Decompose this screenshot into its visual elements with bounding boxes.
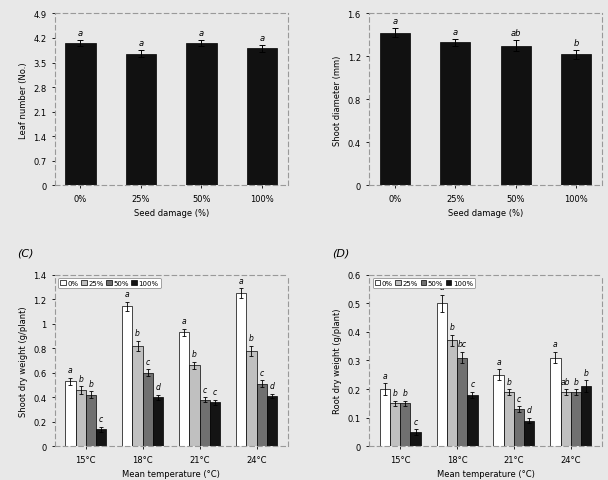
Bar — [379, 389, 390, 446]
Bar — [581, 386, 592, 446]
Y-axis label: Root dry weight (g/plant): Root dry weight (g/plant) — [333, 308, 342, 413]
Text: a: a — [392, 17, 398, 26]
Text: c: c — [99, 414, 103, 423]
Bar — [189, 366, 199, 446]
Text: b: b — [573, 377, 578, 386]
Bar — [514, 409, 524, 446]
Bar — [524, 420, 534, 446]
X-axis label: Mean temperature (°C): Mean temperature (°C) — [437, 469, 534, 478]
Y-axis label: Leaf number (No.): Leaf number (No.) — [19, 62, 27, 138]
Bar — [179, 333, 189, 446]
Text: b: b — [78, 374, 83, 383]
Bar — [247, 49, 277, 186]
Bar — [390, 404, 400, 446]
Text: a: a — [440, 283, 444, 291]
Bar — [440, 43, 471, 186]
Text: b: b — [135, 329, 140, 337]
Text: b: b — [249, 334, 254, 343]
Text: a: a — [453, 28, 458, 37]
Text: c: c — [470, 380, 474, 389]
Text: b: b — [393, 388, 398, 397]
Bar — [267, 396, 277, 446]
Bar — [86, 395, 96, 446]
Text: ab: ab — [561, 377, 570, 386]
Text: bc: bc — [458, 340, 467, 348]
Text: a: a — [139, 39, 143, 48]
Text: a: a — [78, 29, 83, 38]
Bar — [400, 404, 410, 446]
Text: (D): (D) — [332, 248, 349, 258]
Bar — [210, 402, 220, 446]
Text: a: a — [496, 357, 501, 366]
Text: c: c — [213, 387, 217, 396]
Bar — [75, 390, 86, 446]
Bar — [550, 358, 561, 446]
Bar — [186, 44, 216, 186]
Text: c: c — [517, 394, 521, 403]
Text: a: a — [382, 371, 387, 380]
Text: a: a — [68, 365, 73, 374]
Text: c: c — [413, 417, 418, 426]
Text: c: c — [260, 368, 264, 377]
Bar — [571, 392, 581, 446]
Text: b: b — [449, 323, 454, 332]
Bar — [65, 44, 95, 186]
Text: b: b — [192, 349, 197, 359]
X-axis label: Seed damage (%): Seed damage (%) — [448, 209, 523, 217]
Text: c: c — [146, 357, 150, 366]
Bar — [236, 293, 246, 446]
Text: (C): (C) — [18, 248, 34, 258]
Bar — [503, 392, 514, 446]
Text: b: b — [506, 377, 511, 386]
Bar — [379, 34, 410, 186]
Bar — [447, 341, 457, 446]
Bar — [143, 373, 153, 446]
Text: b: b — [89, 379, 94, 388]
Bar — [133, 346, 143, 446]
Text: a: a — [553, 340, 558, 348]
Bar — [468, 395, 477, 446]
Text: b: b — [403, 388, 408, 397]
Bar — [122, 307, 133, 446]
Text: a: a — [125, 289, 130, 299]
X-axis label: Mean temperature (°C): Mean temperature (°C) — [122, 469, 220, 478]
Y-axis label: Shoot dry weight (g/plant): Shoot dry weight (g/plant) — [19, 305, 27, 416]
Text: c: c — [202, 385, 207, 394]
Bar — [257, 384, 267, 446]
Bar — [410, 432, 421, 446]
Text: ab: ab — [511, 29, 521, 38]
Text: d: d — [156, 383, 161, 392]
Legend: 0%, 25%, 50%, 100%: 0%, 25%, 50%, 100% — [373, 278, 475, 288]
Bar — [153, 397, 163, 446]
Bar — [126, 55, 156, 186]
Bar — [500, 47, 531, 186]
Text: b: b — [573, 39, 579, 48]
Bar — [96, 429, 106, 446]
Text: a: a — [182, 316, 187, 325]
Text: d: d — [527, 406, 532, 414]
X-axis label: Seed damage (%): Seed damage (%) — [134, 209, 209, 217]
Legend: 0%, 25%, 50%, 100%: 0%, 25%, 50%, 100% — [58, 278, 161, 288]
Text: a: a — [239, 276, 243, 285]
Bar — [65, 382, 75, 446]
Bar — [561, 55, 592, 186]
Text: a: a — [259, 34, 264, 43]
Text: b: b — [584, 368, 589, 377]
Bar — [246, 351, 257, 446]
Text: a: a — [199, 29, 204, 38]
Bar — [457, 358, 468, 446]
Text: d: d — [269, 381, 274, 390]
Y-axis label: Shoot diameter (mm): Shoot diameter (mm) — [333, 55, 342, 145]
Bar — [494, 375, 503, 446]
Bar — [561, 392, 571, 446]
Bar — [199, 400, 210, 446]
Bar — [437, 303, 447, 446]
